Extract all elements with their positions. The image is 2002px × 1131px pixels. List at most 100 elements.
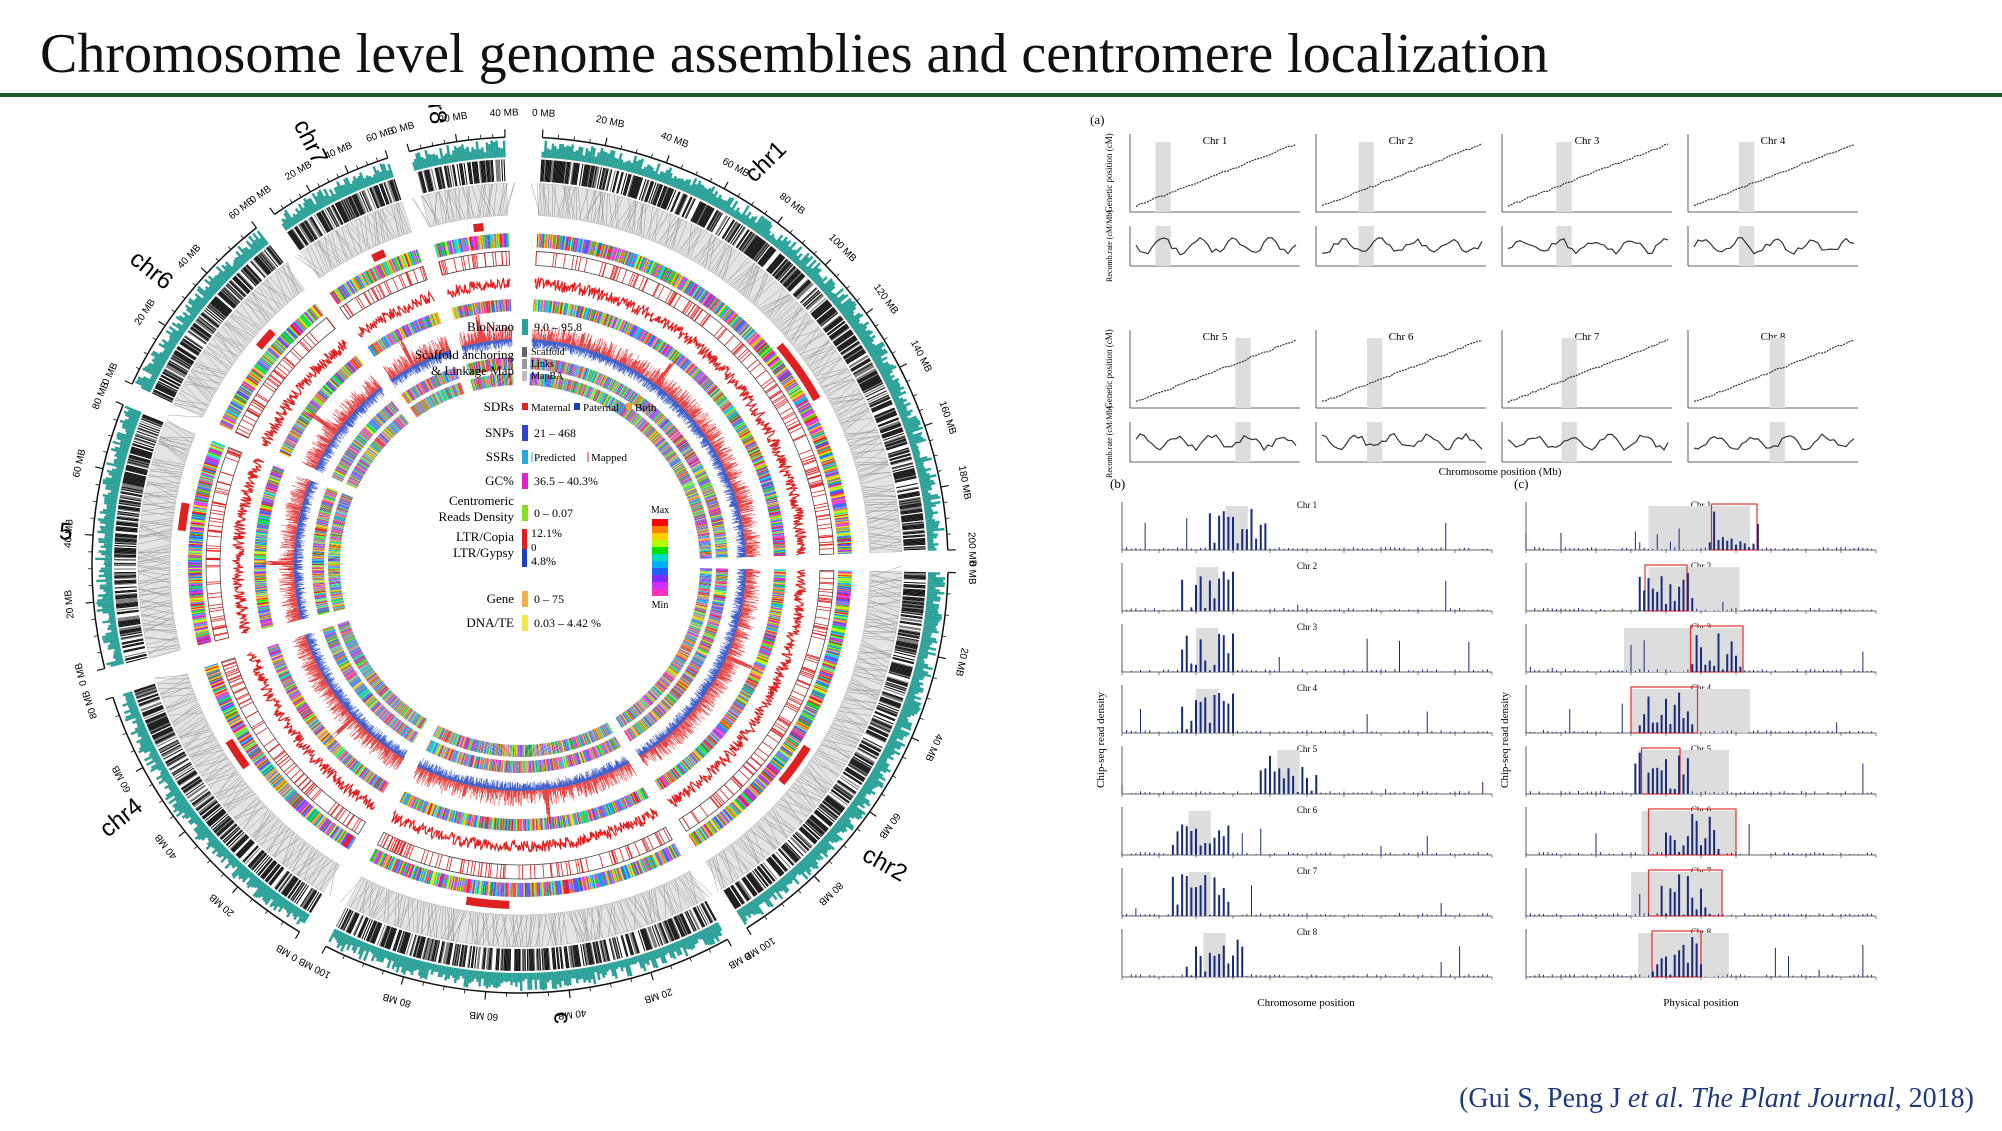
scaffold-band [552, 160, 556, 183]
scaffold-band [901, 522, 924, 526]
bionano-bar [677, 178, 684, 190]
scaffold-band [764, 251, 780, 270]
link-line [852, 448, 884, 456]
bionano-bar [900, 412, 912, 419]
snp-heat-cell [584, 239, 589, 254]
bionano-bar [894, 398, 908, 406]
scaffold-band [893, 471, 916, 478]
scaffold-band [893, 470, 916, 477]
snp-heat-cell [753, 339, 765, 351]
snp-heat-cell [551, 234, 554, 249]
scaffold-band [760, 248, 776, 267]
scaffold-band [816, 306, 835, 322]
bionano-bar [913, 455, 921, 460]
scaffold-band [871, 402, 893, 412]
scaffold-band [742, 234, 757, 254]
scaffold-band [887, 448, 910, 456]
bionano-bar [543, 140, 548, 158]
scaffold-band [559, 161, 563, 184]
snp-heat-cell [677, 276, 686, 290]
link-line [575, 187, 578, 220]
scaffold-band [712, 213, 726, 234]
bionano-bar [709, 190, 719, 205]
bionano-bar [703, 187, 712, 202]
snp-heat-cell [761, 348, 773, 359]
bionano-bar [920, 487, 933, 492]
bionano-bar [738, 205, 750, 222]
link-line [673, 217, 680, 251]
scaffold-band [894, 475, 917, 482]
snp-heat-cell [728, 314, 739, 326]
snp-heat-cell [788, 386, 801, 395]
bionano-bar [912, 450, 920, 455]
scaffold-band [589, 165, 596, 188]
scaffold-band [886, 444, 908, 452]
scaffold-band [578, 163, 584, 186]
scaffold-band [898, 495, 921, 501]
snp-heat-cell [665, 269, 673, 283]
snp-heat-cell [633, 255, 640, 269]
snp-heat-cell [712, 301, 723, 313]
snp-heat-cell [547, 234, 550, 249]
snp-heat-cell [572, 237, 576, 252]
scaffold-band [582, 164, 588, 187]
scaffold-band [597, 167, 604, 190]
scaffold-band [804, 292, 822, 309]
snp-heat-cell [786, 384, 799, 393]
scaffold-band [769, 256, 785, 274]
snp-heat-cell [791, 391, 804, 400]
bionano-bar [755, 218, 768, 234]
scaffold-band [783, 269, 800, 287]
scaffold-band [831, 328, 851, 343]
minor-tick [933, 454, 938, 457]
snp-heat-cell [782, 376, 795, 386]
scaffold-band [593, 166, 599, 189]
snp-heat-cell [537, 233, 540, 248]
scaffold-band [772, 259, 789, 277]
scaffold-band [735, 229, 749, 248]
bionano-bar [675, 178, 682, 189]
bionano-bar [829, 288, 844, 301]
snp-heat-cell [649, 261, 656, 275]
link-line [868, 534, 901, 538]
scaffold-band [865, 387, 886, 398]
snp-heat-cell [628, 253, 635, 267]
bionano-bar [910, 443, 918, 448]
snp-heat-cell [750, 335, 761, 347]
minor-tick [680, 164, 684, 169]
ltr-gypsy-bar [704, 426, 717, 435]
scaffold-band [685, 198, 696, 219]
scaffold-band [553, 160, 557, 183]
snp-heat-cell [723, 310, 734, 322]
bionano-bar [773, 234, 784, 247]
snp-heat-cell [655, 264, 663, 278]
snp-heat-cell [612, 247, 618, 262]
title-rule [0, 93, 2002, 97]
snp-heat-cell [791, 392, 805, 401]
bionano-bar [641, 166, 647, 177]
bionano-bar [848, 313, 864, 326]
snp-heat-cell [784, 380, 797, 389]
scaffold-band [646, 181, 655, 203]
link-line [860, 474, 892, 485]
scaffold-band [611, 170, 619, 193]
scaffold-band [682, 197, 693, 218]
bionano-bar [679, 180, 686, 191]
snp-heat-cell [807, 422, 821, 429]
snp-heat-cell [601, 244, 606, 258]
scaffold-band [551, 160, 555, 183]
scaffold-band [786, 272, 803, 290]
snp-heat-cell [756, 342, 768, 353]
bionano-bar [927, 545, 935, 549]
snp-heat-cell [793, 396, 807, 405]
link-line [824, 378, 854, 392]
scaffold-band [903, 549, 926, 552]
snp-heat-cell [769, 359, 782, 369]
snp-heat-cell [586, 240, 590, 255]
bionano-bar [922, 499, 932, 504]
snp-heat-cell [724, 310, 735, 322]
snp-heat-cell [796, 401, 810, 410]
snp-heat-cell [738, 324, 750, 335]
